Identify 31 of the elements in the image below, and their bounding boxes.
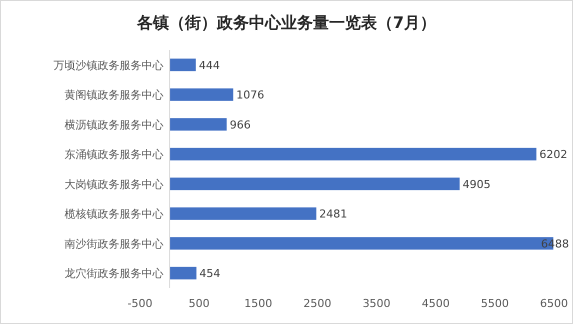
bar — [170, 207, 316, 220]
y-tick-label: 横沥镇政务服务中心 — [64, 118, 164, 132]
data-label: 444 — [198, 58, 220, 72]
x-tick-label: 500 — [188, 297, 210, 310]
x-tick-label: 6500 — [540, 297, 568, 310]
x-tick-label: 2500 — [303, 297, 332, 310]
x-tick-label: -500 — [128, 297, 152, 310]
data-label: 1076 — [236, 88, 264, 102]
data-label: 6202 — [539, 148, 568, 162]
x-tick-label: 4500 — [422, 297, 450, 310]
y-tick-label: 黄阁镇政务服务中心 — [64, 88, 164, 102]
x-tick-label: 3500 — [362, 297, 391, 310]
y-tick-label: 万顷沙镇政务服务中心 — [54, 58, 164, 72]
x-tick-label: 1500 — [244, 297, 272, 310]
y-tick-label: 龙穴街政务服务中心 — [64, 267, 164, 280]
data-label: 4905 — [462, 178, 491, 191]
data-label: 966 — [230, 118, 251, 132]
y-tick-label: 南沙街政务服务中心 — [64, 237, 164, 250]
data-label: 454 — [199, 267, 220, 280]
bar — [170, 266, 196, 280]
y-tick-label: 东涌镇政务服务中心 — [64, 148, 164, 162]
bar — [170, 118, 227, 131]
y-tick-label: 大岗镇政务服务中心 — [64, 178, 164, 191]
y-tick-label: 榄核镇政务服务中心 — [64, 208, 164, 221]
bar — [170, 178, 460, 190]
x-tick-label: 5500 — [480, 297, 509, 310]
data-label: 2481 — [319, 208, 348, 221]
chart-title: 各镇（街）政务中心业务量一览表（7月） — [136, 13, 436, 32]
bar — [170, 58, 196, 72]
bar — [170, 148, 536, 160]
bar — [170, 88, 234, 101]
